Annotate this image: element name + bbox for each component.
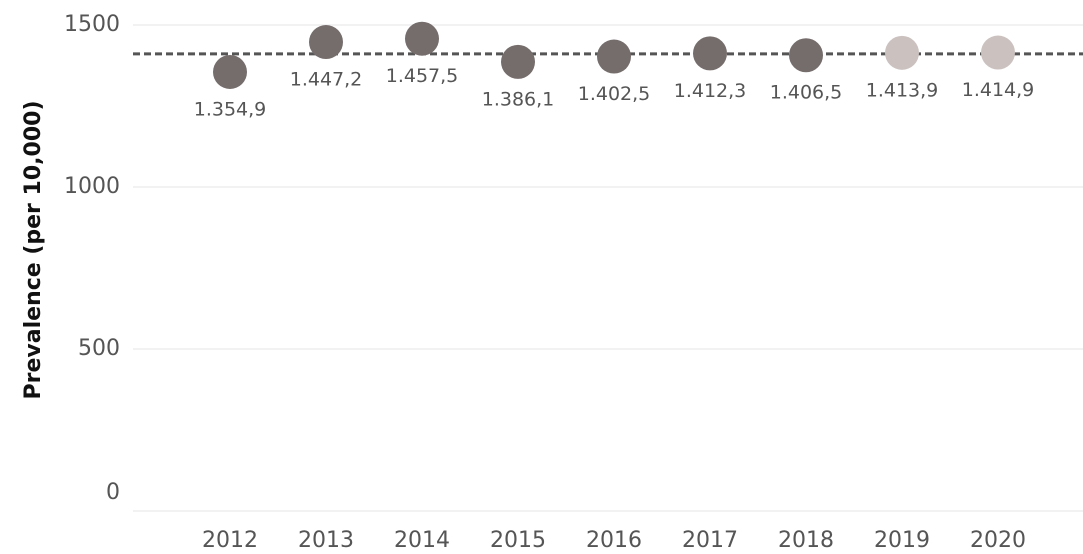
point	[405, 21, 439, 56]
x-tick-label: 2018	[778, 528, 834, 553]
y-tick-label: 1000	[64, 174, 120, 199]
x-tick-label: 2017	[682, 528, 738, 553]
point	[309, 25, 343, 60]
x-tick-label: 2014	[394, 528, 450, 553]
point	[789, 38, 823, 73]
y-tick-label: 0	[106, 480, 120, 505]
x-tick-label: 2016	[586, 528, 642, 553]
value-label: 1.354,9	[194, 98, 267, 120]
point	[693, 36, 727, 71]
point	[213, 54, 247, 89]
x-tick-label: 2020	[970, 528, 1026, 553]
value-label: 1.447,2	[290, 69, 363, 91]
value-label: 1.457,5	[386, 65, 459, 87]
x-tick-label: 2012	[202, 528, 258, 553]
point	[885, 35, 919, 70]
x-tick-label: 2015	[490, 528, 546, 553]
value-label: 1.406,5	[770, 82, 843, 104]
y-axis-label: Prevalence (per 10,000)	[21, 100, 46, 399]
value-label: 1.412,3	[674, 80, 747, 102]
value-label: 1.414,9	[962, 79, 1035, 101]
point	[981, 35, 1015, 70]
value-label: 1.402,5	[578, 83, 651, 105]
point	[501, 44, 535, 79]
y-tick-label: 1500	[64, 12, 120, 37]
x-tick-label: 2019	[874, 528, 930, 553]
point	[597, 39, 631, 74]
value-label: 1.386,1	[482, 88, 555, 110]
value-label: 1.413,9	[866, 79, 939, 101]
x-tick-label: 2013	[298, 528, 354, 553]
y-tick-label: 500	[78, 336, 120, 361]
